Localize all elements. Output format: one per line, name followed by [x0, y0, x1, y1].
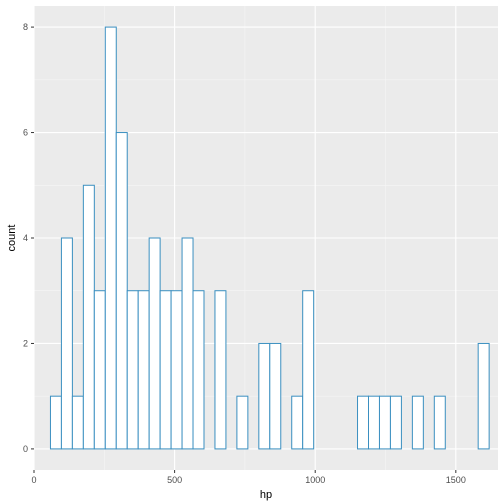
y-tick-label: 2: [23, 338, 28, 348]
histogram-bar: [148, 237, 161, 450]
histogram-bar: [291, 395, 304, 450]
histogram-bar: [368, 395, 380, 450]
histogram-bar: [60, 237, 73, 450]
y-axis-title: count: [6, 225, 18, 252]
axes: 0 500 1000 1500 0 2 4 6 8: [23, 22, 466, 485]
histogram-bar: [357, 395, 370, 450]
histogram-bar: [82, 184, 95, 450]
grid-lines: [33, 6, 498, 470]
histogram-bar: [170, 290, 183, 450]
x-axis-title: hp: [260, 489, 272, 501]
histogram-bar: [477, 342, 490, 450]
histogram-bar: [258, 342, 271, 450]
histogram-bar: [236, 395, 249, 450]
y-tick-label: 4: [23, 233, 28, 243]
histogram-bar: [115, 132, 128, 450]
histogram-bar: [181, 237, 194, 450]
x-tick-label: 1000: [305, 475, 325, 485]
histogram-bar: [49, 395, 62, 450]
histogram-bar: [104, 26, 117, 450]
histogram-bar: [93, 290, 106, 450]
x-tick-label: 500: [167, 475, 182, 485]
histogram-bar: [389, 395, 402, 450]
histogram-bar: [214, 290, 227, 450]
x-tick-label: 0: [31, 475, 36, 485]
x-tick-label: 1500: [446, 475, 466, 485]
histogram-bar: [137, 290, 150, 450]
histogram-bars: [49, 26, 490, 450]
histogram-bar: [71, 395, 84, 450]
histogram-bar: [126, 290, 139, 450]
histogram-bar: [378, 395, 391, 450]
histogram-bar: [192, 290, 205, 450]
histogram-bar: [159, 290, 172, 450]
histogram-bar: [302, 290, 315, 450]
y-tick-label: 8: [23, 22, 28, 32]
y-tick-label: 0: [23, 444, 28, 454]
histogram-bar: [433, 395, 446, 450]
y-tick-label: 6: [23, 128, 28, 138]
histogram-bar: [269, 342, 282, 450]
histogram-bar: [411, 395, 424, 450]
